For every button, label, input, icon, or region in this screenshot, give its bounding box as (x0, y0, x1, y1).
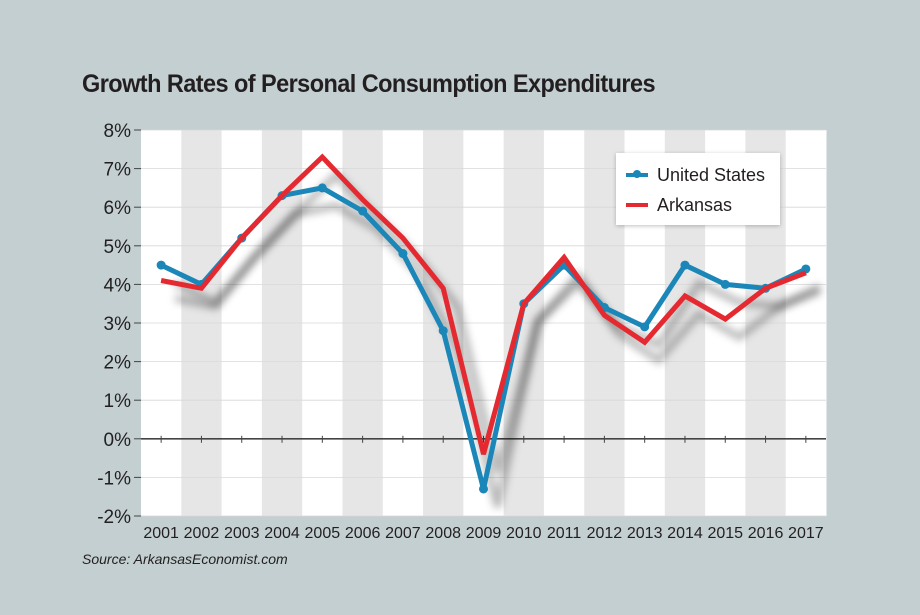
data-point-united-states (317, 183, 327, 193)
x-tick-label: 2010 (506, 525, 542, 542)
series-shadow-arkansas (174, 170, 822, 474)
data-point-united-states (398, 249, 408, 259)
x-tick-label: 2013 (627, 525, 663, 542)
y-tick-label: 7% (104, 160, 132, 181)
chart-title: Growth Rates of Personal Consumption Exp… (82, 70, 656, 98)
legend-label: Arkansas (657, 194, 733, 215)
series-line-arkansas (160, 153, 807, 455)
x-tick-label: 2017 (788, 525, 824, 542)
data-point-united-states (680, 260, 690, 270)
legend-swatch-united-states (626, 170, 648, 178)
x-tick-label: 2005 (305, 525, 341, 542)
y-tick-label: 2% (104, 353, 132, 374)
data-point-united-states (358, 206, 368, 216)
x-tick-label: 2009 (466, 525, 502, 542)
x-tick-label: 2014 (667, 525, 703, 542)
x-tick-label: 2015 (707, 525, 743, 542)
x-tick-label: 2011 (547, 525, 582, 542)
y-axis: 8% 7% 6% 5% 4% 3% 2% 1% 0% -1% -2% (97, 121, 141, 528)
data-point-united-states (438, 326, 448, 336)
x-tick-label: 2007 (385, 525, 421, 542)
x-tick-label: 2002 (184, 525, 220, 542)
x-axis: 2001 2002 2003 2004 2005 2006 2007 2008 2009 2010… (141, 435, 826, 542)
y-tick-label: -1% (97, 468, 131, 489)
line-shadows (173, 170, 822, 508)
x-tick-label: 2001 (143, 525, 179, 542)
source-note: Source: ArkansasEconomist.com (82, 551, 288, 567)
legend-item-arkansas: Arkansas (626, 193, 732, 217)
x-tick-label: 2003 (224, 525, 260, 542)
y-tick-label: 3% (104, 314, 132, 335)
x-tick-label: 2006 (345, 525, 381, 542)
legend-swatch-arkansas (626, 203, 648, 207)
data-point-united-states (720, 279, 730, 289)
x-tick-label: 2012 (587, 525, 623, 542)
y-tick-label: -2% (97, 507, 131, 528)
data-point-united-states (479, 484, 488, 494)
series-lines (156, 153, 811, 494)
x-tick-label: 2004 (264, 525, 300, 542)
legend-label: United States (657, 164, 766, 185)
y-tick-label: 1% (104, 391, 132, 412)
y-tick-label: 0% (104, 430, 132, 451)
legend-item-united-states: United States (626, 163, 765, 187)
data-point-united-states (640, 322, 650, 332)
y-tick-label: 5% (104, 237, 132, 258)
y-tick-label: 4% (104, 275, 132, 296)
x-tick-label: 2008 (425, 525, 461, 542)
y-tick-label: 6% (104, 198, 132, 219)
legend: United States Arkansas (616, 153, 780, 225)
data-point-united-states (156, 260, 166, 270)
x-tick-label: 2016 (748, 525, 784, 542)
y-tick-label: 8% (104, 121, 132, 142)
